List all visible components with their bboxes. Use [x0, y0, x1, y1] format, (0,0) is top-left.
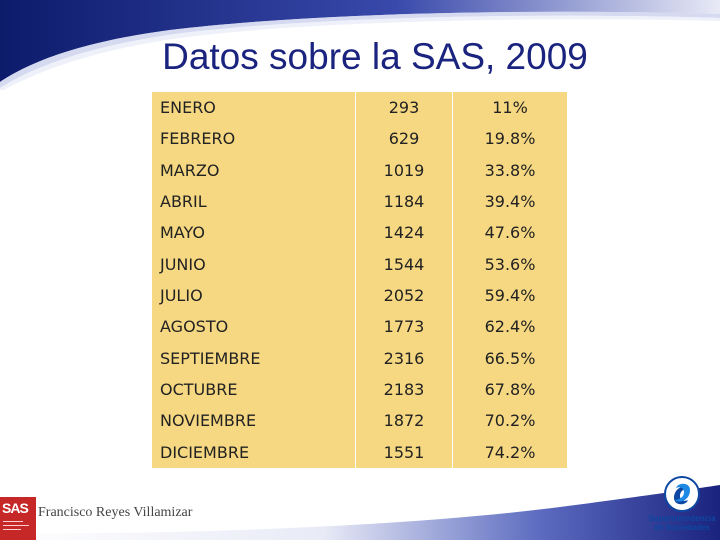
month-cell: NOVIEMBRE — [160, 411, 257, 431]
table-row: ABRIL 1184 39.4% — [152, 185, 567, 218]
month-cell: ABRIL — [160, 192, 207, 212]
percent-cell: 19.8% — [484, 129, 536, 149]
value-cell: 2316 — [355, 342, 453, 374]
footer-band — [0, 485, 720, 540]
table-row: JUNIO 1544 53.6% — [152, 248, 567, 280]
superintendencia-name-line1: Superintendencia — [648, 514, 716, 523]
superintendencia-name-line2: de Sociedades — [653, 523, 711, 532]
month-cell: SEPTIEMBRE — [160, 348, 261, 368]
month-cell: JUNIO — [160, 254, 206, 274]
footer-author: Francisco Reyes Villamizar — [38, 505, 193, 520]
month-cell: AGOSTO — [160, 317, 229, 337]
value-cell: 293 — [355, 92, 453, 124]
table-row: NOVIEMBRE 1872 70.2% — [152, 405, 567, 437]
percent-cell: 11% — [492, 98, 528, 118]
header-band — [0, 0, 720, 90]
table-row: SEPTIEMBRE 2316 66.5% — [152, 342, 567, 374]
value-cell: 1424 — [355, 217, 453, 249]
table-row: MAYO 1424 47.6% — [152, 217, 567, 249]
table-row: AGOSTO 1773 62.4% — [152, 311, 567, 343]
month-cell: JULIO — [160, 286, 203, 306]
percent-cell: 39.4% — [484, 192, 536, 212]
percent-cell: 67.8% — [484, 380, 536, 400]
month-cell: OCTUBRE — [160, 380, 238, 400]
superintendencia-emblem-icon — [664, 476, 700, 512]
table-row: OCTUBRE 2183 67.8% — [152, 373, 567, 406]
table-row: JULIO 2052 59.4% — [152, 279, 567, 312]
superintendencia-name: Superintendencia de Sociedades — [644, 514, 720, 532]
value-cell: 1544 — [355, 248, 453, 280]
value-cell: 1184 — [355, 185, 453, 218]
value-cell: 1019 — [355, 154, 453, 186]
table-row: FEBRERO 629 19.8% — [152, 123, 567, 155]
slide-title: Datos sobre la SAS, 2009 — [162, 36, 588, 77]
table-row: DICIEMBRE 1551 74.2% — [152, 436, 567, 468]
sas-logo: SAS — [0, 497, 36, 540]
monthly-data-table: ENERO 293 11% FEBRERO 629 19.8% MARZO 1019 33.8%… — [152, 92, 567, 468]
table-body: ENERO 293 11% FEBRERO 629 19.8% MARZO 1019 33.8%… — [152, 92, 567, 468]
percent-cell: 62.4% — [484, 317, 536, 337]
percent-cell: 53.6% — [484, 254, 536, 274]
percent-cell: 74.2% — [484, 442, 536, 462]
month-cell: FEBRERO — [160, 129, 236, 149]
percent-cell: 47.6% — [484, 223, 536, 243]
sas-logo-text: SAS — [2, 500, 29, 516]
month-cell: DICIEMBRE — [160, 442, 250, 462]
percent-cell: 70.2% — [484, 411, 536, 431]
percent-cell: 33.8% — [484, 160, 536, 180]
percent-cell: 59.4% — [484, 286, 536, 306]
value-cell: 629 — [355, 123, 453, 155]
value-cell: 1773 — [355, 311, 453, 343]
value-cell: 2052 — [355, 279, 453, 312]
table-row: MARZO 1019 33.8% — [152, 154, 567, 186]
table-row: ENERO 293 11% — [152, 92, 567, 124]
value-cell: 2183 — [355, 373, 453, 406]
percent-cell: 66.5% — [484, 348, 536, 368]
month-cell: ENERO — [160, 98, 216, 118]
month-cell: MAYO — [160, 223, 205, 243]
superintendencia-logo: Superintendencia de Sociedades — [644, 476, 720, 540]
value-cell: 1872 — [355, 405, 453, 437]
month-cell: MARZO — [160, 160, 220, 180]
value-cell: 1551 — [355, 436, 453, 468]
